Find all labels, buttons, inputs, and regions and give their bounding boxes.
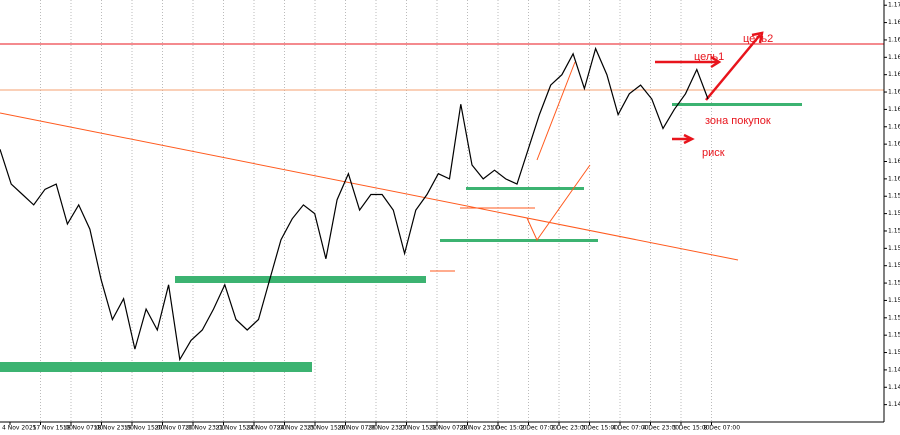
x-tick-label: 21 Nov 15:00 <box>216 425 257 432</box>
x-tick-label: 26 Nov 07:00 <box>338 425 379 432</box>
x-tick-label: 28 Nov 07:00 <box>429 425 470 432</box>
x-tick-label: 18 Nov 23:00 <box>94 425 135 432</box>
x-tick-label: 17 Nov 15:00 <box>33 425 74 432</box>
x-tick-label: 20 Nov 23:00 <box>185 425 226 432</box>
x-tick-label: 3 Dec 15:00 <box>582 425 619 432</box>
y-tick-label: 1.166 <box>888 71 900 78</box>
x-tick-label: 20 Nov 07:00 <box>155 425 196 432</box>
arrows <box>655 31 764 145</box>
y-tick-label: 1.169 <box>888 19 900 26</box>
x-tick-label: 26 Nov 23:00 <box>368 425 409 432</box>
x-tick-label: 28 Nov 23:00 <box>460 425 501 432</box>
x-tick-label: 1 Dec 15:00 <box>490 425 527 432</box>
y-tick-label: 1.148 <box>888 384 900 391</box>
y-tick-label: 1.158 <box>888 210 900 217</box>
x-tick-label: 4 Dec 07:00 <box>612 425 649 432</box>
x-tick-label: 24 Nov 23:00 <box>277 425 318 432</box>
y-tick-label: 1.164 <box>888 106 900 113</box>
x-tick-label: 8 Dec 07:00 <box>704 425 741 432</box>
y-tick-label: 1.168 <box>888 36 900 43</box>
y-tick-label: 1.167 <box>888 54 900 61</box>
annotation: риск <box>702 147 725 159</box>
y-tick-label: 1.155 <box>888 262 900 269</box>
support-zone <box>440 239 598 242</box>
x-tick-label: 24 Nov 07:00 <box>246 425 287 432</box>
x-tick-label: 25 Nov 15:00 <box>307 425 348 432</box>
support-zone <box>466 187 584 190</box>
annotation: цель2 <box>743 33 773 45</box>
y-tick-label: 1.159 <box>888 193 900 200</box>
support-zone <box>0 362 312 372</box>
trend-line <box>0 112 739 261</box>
y-tick-label: 1.149 <box>888 366 900 373</box>
x-tick-label: 27 Nov 15:00 <box>399 425 440 432</box>
y-tick-label: 1.156 <box>888 245 900 252</box>
x-tick-label: 5 Dec 15:00 <box>673 425 710 432</box>
annotation: зона покупок <box>705 115 771 127</box>
y-tick-label: 1.152 <box>888 314 900 321</box>
y-tick-label: 1.170 <box>888 2 900 9</box>
x-tick-label: 2 Dec 23:00 <box>551 425 588 432</box>
projection <box>536 61 576 161</box>
buy-zone <box>672 103 802 106</box>
grid <box>40 0 712 422</box>
y-tick-label: 1.160 <box>888 175 900 182</box>
y-tick-label: 1.165 <box>888 89 900 96</box>
x-tick-label: 19 Nov 15:00 <box>124 425 165 432</box>
y-tick-label: 1.157 <box>888 227 900 234</box>
projection <box>526 164 591 242</box>
y-tick-label: 1.161 <box>888 158 900 165</box>
y-tick-label: 1.154 <box>888 280 900 287</box>
price-line <box>0 46 709 362</box>
x-tick-label: 4 Nov 2025 <box>2 425 37 432</box>
x-tick-label: 2 Dec 07:00 <box>521 425 558 432</box>
y-tick-label: 1.151 <box>888 332 900 339</box>
annotation: цель1 <box>694 51 724 63</box>
support-zone <box>175 276 426 283</box>
y-tick-label: 1.147 <box>888 401 900 408</box>
y-tick-label: 1.162 <box>888 141 900 148</box>
y-tick-label: 1.150 <box>888 349 900 356</box>
x-tick-label: 4 Dec 23:00 <box>643 425 680 432</box>
x-tick-label: 18 Nov 07:00 <box>63 425 104 432</box>
y-tick-label: 1.163 <box>888 123 900 130</box>
y-tick-label: 1.153 <box>888 297 900 304</box>
